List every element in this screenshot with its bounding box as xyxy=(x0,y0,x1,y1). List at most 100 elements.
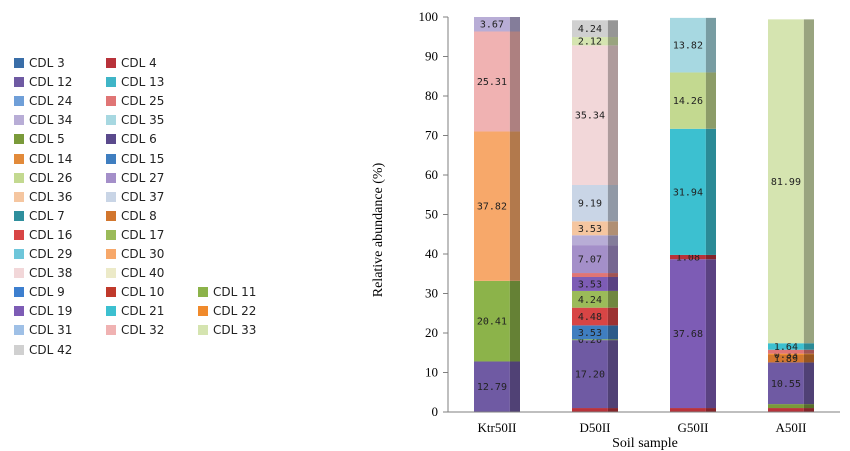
bar-segment xyxy=(670,259,706,409)
bar-segment xyxy=(572,273,608,277)
data-label: 81.99 xyxy=(771,177,801,188)
bar-segment xyxy=(572,221,608,236)
legend-item: CDL 25 xyxy=(106,92,164,110)
y-axis: 0 10 20 30 40 50 60 70 80 90 100 xyxy=(419,9,449,419)
bar-segment-side xyxy=(607,339,618,341)
bar-segment xyxy=(670,128,706,255)
y-tick-label: 90 xyxy=(425,49,438,64)
data-label: 12.79 xyxy=(477,382,507,393)
bar-segment xyxy=(474,131,510,281)
legend-item: CDL 7 xyxy=(14,207,65,225)
bar-segment xyxy=(768,404,804,409)
legend-label: CDL 22 xyxy=(213,304,257,319)
legend-item: CDL 14 xyxy=(14,150,72,168)
bar-segment xyxy=(572,184,608,222)
bar-segment-side xyxy=(705,128,716,255)
legend-item: CDL 33 xyxy=(198,321,256,339)
legend-item: CDL 38 xyxy=(14,264,72,282)
bar-segment xyxy=(768,354,804,363)
bar-segment xyxy=(572,307,608,326)
legend-swatch xyxy=(106,325,116,336)
legend-item: CDL 40 xyxy=(106,264,164,282)
bar-segment-side xyxy=(803,404,814,409)
data-label: 7.07 xyxy=(578,255,602,266)
data-label: 9.19 xyxy=(578,199,602,210)
legend-item: CDL 27 xyxy=(106,169,164,187)
bar-segment-side xyxy=(509,361,520,412)
bar-segment-side xyxy=(705,254,716,260)
legend-item: CDL 13 xyxy=(106,73,164,91)
bar-segment-side xyxy=(803,354,814,363)
y-tick-label: 50 xyxy=(425,207,438,222)
bar-segment xyxy=(768,19,804,344)
data-label: 37.82 xyxy=(477,202,507,213)
bar-segment-side xyxy=(607,20,618,38)
bar-segment-side xyxy=(607,37,618,46)
legend-swatch xyxy=(106,249,116,259)
legend-label: CDL 7 xyxy=(29,208,65,223)
legend-swatch xyxy=(106,229,116,240)
chart-legend: CDL 3 CDL 4 CDL 12 CDL 13 CDL 24 CDL 25 CDL 34… xyxy=(0,0,330,451)
bar-segment xyxy=(572,276,608,291)
legend-item: CDL 6 xyxy=(106,130,157,148)
legend-label: CDL 35 xyxy=(121,113,165,128)
legend-item: CDL 19 xyxy=(14,302,72,320)
legend-item: CDL 35 xyxy=(106,111,164,129)
legend-item: CDL 22 xyxy=(198,302,256,320)
legend-label: CDL 32 xyxy=(121,323,165,338)
legend-item: CDL 31 xyxy=(14,321,72,339)
legend-item: CDL 24 xyxy=(14,92,72,110)
data-label: 0.33 xyxy=(774,350,798,361)
data-label: 17.20 xyxy=(575,370,605,381)
bar-segment xyxy=(572,290,608,308)
legend-label: CDL 6 xyxy=(121,132,157,147)
bar-segment xyxy=(572,325,608,340)
y-tick-label: 70 xyxy=(425,128,438,143)
legend-item: CDL 12 xyxy=(14,73,72,91)
bar-segment-side xyxy=(607,245,618,274)
bar-segment-side xyxy=(509,17,520,32)
legend-item: CDL 3 xyxy=(14,54,65,72)
legend-label: CDL 27 xyxy=(121,170,165,185)
legend-label: CDL 36 xyxy=(29,189,73,204)
bar-segment xyxy=(670,17,706,73)
bar-segment xyxy=(572,339,608,341)
bar-segment xyxy=(768,353,804,355)
bar-segment-side xyxy=(607,290,618,308)
data-label: 4.24 xyxy=(578,24,602,35)
data-label: 1.64 xyxy=(774,342,798,353)
legend-item: CDL 17 xyxy=(106,226,164,244)
legend-label: CDL 30 xyxy=(121,247,165,261)
legend-item: CDL 26 xyxy=(14,169,72,187)
legend-swatch xyxy=(198,306,208,317)
x-tick-label: A50II xyxy=(775,420,806,435)
bar-segment xyxy=(474,280,510,362)
legend-swatch xyxy=(106,58,116,68)
bar-segment xyxy=(670,408,706,412)
bar-segment-side xyxy=(607,307,618,326)
y-tick-label: 100 xyxy=(419,9,439,24)
legend-swatch xyxy=(14,306,24,317)
legend-item: CDL 4 xyxy=(106,54,157,72)
y-tick-label: 60 xyxy=(425,167,438,182)
bar-segment-side xyxy=(607,276,618,291)
bar-segment-side xyxy=(509,131,520,281)
data-label: 13.82 xyxy=(673,41,703,52)
legend-swatch xyxy=(14,249,24,259)
legend-swatch xyxy=(14,58,24,68)
legend-label: CDL 5 xyxy=(29,132,65,147)
bar-segment xyxy=(768,408,804,412)
x-axis: Ktr50II D50II G50II A50II xyxy=(448,411,840,435)
legend-swatch xyxy=(198,287,208,298)
data-label: 3.53 xyxy=(578,279,602,290)
bar-segment-side xyxy=(705,72,716,129)
bar-stack: 12.79 20.41 37.82 25.31 3.67 xyxy=(474,17,520,412)
legend-label: CDL 21 xyxy=(121,304,165,319)
legend-swatch xyxy=(106,77,116,88)
bar-segment xyxy=(474,361,510,412)
bar-segment-side xyxy=(607,408,618,412)
bar-segment-side xyxy=(607,273,618,277)
legend-swatch xyxy=(106,172,116,183)
legend-label: CDL 31 xyxy=(29,323,73,338)
legend-item: CDL 21 xyxy=(106,302,164,320)
